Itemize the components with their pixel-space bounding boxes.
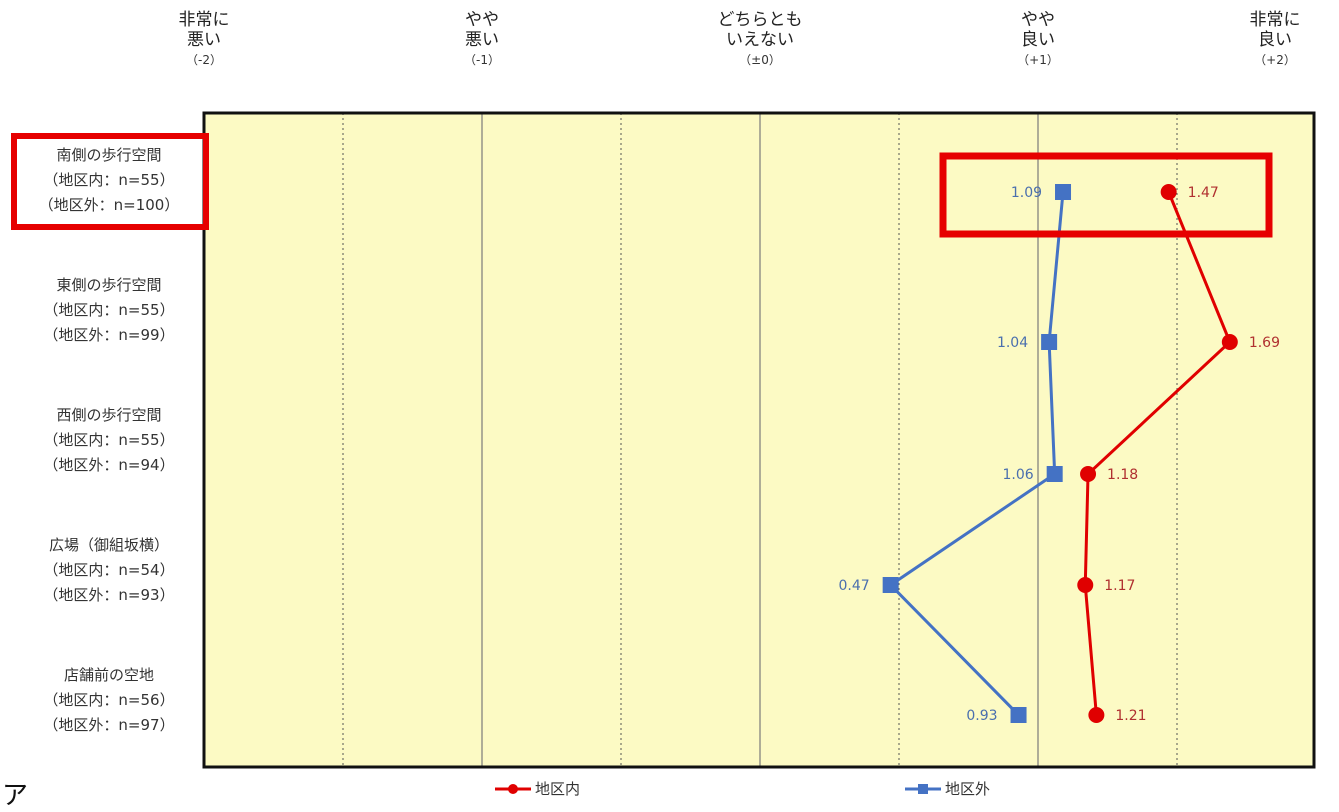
- x-tick-label: （-1）: [464, 52, 500, 67]
- y-category-line: 南側の歩行空間: [56, 146, 162, 164]
- x-tick-label: やや: [1021, 10, 1055, 30]
- data-point-circle: [1088, 707, 1105, 723]
- x-tick-label: 悪い: [187, 30, 221, 51]
- x-tick-label: いえない: [726, 30, 794, 51]
- data-point-circle: [1221, 334, 1238, 350]
- legend-item-inside: 地区内: [495, 778, 580, 799]
- x-tick-label: 非常に: [1249, 10, 1301, 30]
- x-tick-label: （+2）: [1254, 52, 1296, 67]
- x-tick-header: やや 良い （+1）: [958, 10, 1118, 67]
- data-label: 1.21: [1115, 708, 1146, 724]
- y-category-label: 西側の歩行空間 （地区内：n=55） （地区外：n=94）: [14, 403, 204, 478]
- stray-text: ア: [2, 781, 29, 811]
- y-category-line: （地区外：n=93）: [43, 586, 175, 604]
- x-tick-label: （+1）: [1017, 52, 1059, 67]
- y-category-label: 広場（御組坂横） （地区内：n=54） （地区外：n=93）: [14, 533, 204, 608]
- y-category-line: （地区外：n=100）: [38, 196, 180, 214]
- data-point-circle: [1080, 466, 1097, 482]
- x-tick-header: 非常に 良い （+2）: [1195, 10, 1339, 67]
- data-point-square: [1055, 184, 1072, 200]
- data-label: 1.04: [997, 335, 1028, 351]
- data-label: 1.17: [1104, 578, 1135, 594]
- data-point-square: [882, 577, 899, 593]
- y-category-line: （地区内：n=55）: [43, 301, 175, 319]
- data-label: 1.47: [1188, 185, 1219, 201]
- x-tick-label: やや: [465, 10, 499, 30]
- data-label: 0.47: [838, 578, 869, 594]
- y-category-line: 広場（御組坂横）: [48, 536, 169, 554]
- legend-marker-circle-icon: [495, 783, 531, 794]
- highlight-box-values: [939, 152, 1273, 238]
- y-category-line: 西側の歩行空間: [56, 406, 162, 424]
- y-category-line: （地区外：n=97）: [43, 716, 175, 734]
- y-category-line: （地区内：n=54）: [43, 561, 175, 579]
- y-category-line: （地区内：n=55）: [43, 431, 175, 449]
- x-tick-label: （±0）: [739, 52, 781, 67]
- data-label: 1.09: [1011, 185, 1042, 201]
- data-label: 1.18: [1107, 467, 1138, 483]
- x-tick-header: 非常に 悪い （-2）: [124, 10, 284, 67]
- y-category-line: （地区外：n=99）: [43, 326, 175, 344]
- x-tick-label: 良い: [1258, 30, 1292, 51]
- data-label: 0.93: [966, 708, 997, 724]
- x-tick-label: （-2）: [186, 52, 222, 67]
- data-point-square: [1010, 707, 1027, 723]
- highlight-box-category: [11, 133, 209, 230]
- plot-border: [202, 111, 1316, 769]
- data-point-circle: [1160, 184, 1177, 200]
- legend-marker-square-icon: [905, 783, 941, 794]
- x-tick-label: 良い: [1021, 30, 1055, 51]
- data-label: 1.06: [1003, 467, 1034, 483]
- data-point-square: [1046, 466, 1063, 482]
- y-category-label: 東側の歩行空間 （地区内：n=55） （地区外：n=99）: [14, 273, 204, 348]
- data-point-square: [1041, 334, 1058, 350]
- x-tick-label: 非常に: [178, 10, 230, 30]
- y-category-line: 東側の歩行空間: [56, 276, 162, 294]
- y-category-line: 店舗前の空地: [63, 666, 154, 684]
- x-tick-header: どちらとも いえない （±0）: [680, 10, 840, 67]
- y-category-line: （地区内：n=56）: [43, 691, 175, 709]
- y-category-line: （地区内：n=55）: [43, 171, 175, 189]
- data-label: 1.69: [1249, 335, 1280, 351]
- legend-item-outside: 地区外: [905, 778, 990, 799]
- x-tick-header: やや 悪い （-1）: [402, 10, 562, 67]
- y-category-label: 南側の歩行空間 （地区内：n=55） （地区外：n=100）: [14, 143, 204, 218]
- plot-background: [204, 113, 1314, 767]
- legend-label-outside: 地区外: [945, 780, 991, 798]
- legend-label-inside: 地区内: [535, 780, 581, 798]
- data-point-circle: [1077, 577, 1094, 593]
- y-category-label: 店舗前の空地 （地区内：n=56） （地区外：n=97）: [14, 663, 204, 738]
- x-tick-label: 悪い: [465, 30, 499, 51]
- y-category-line: （地区外：n=94）: [43, 456, 175, 474]
- x-tick-label: どちらとも: [717, 10, 803, 30]
